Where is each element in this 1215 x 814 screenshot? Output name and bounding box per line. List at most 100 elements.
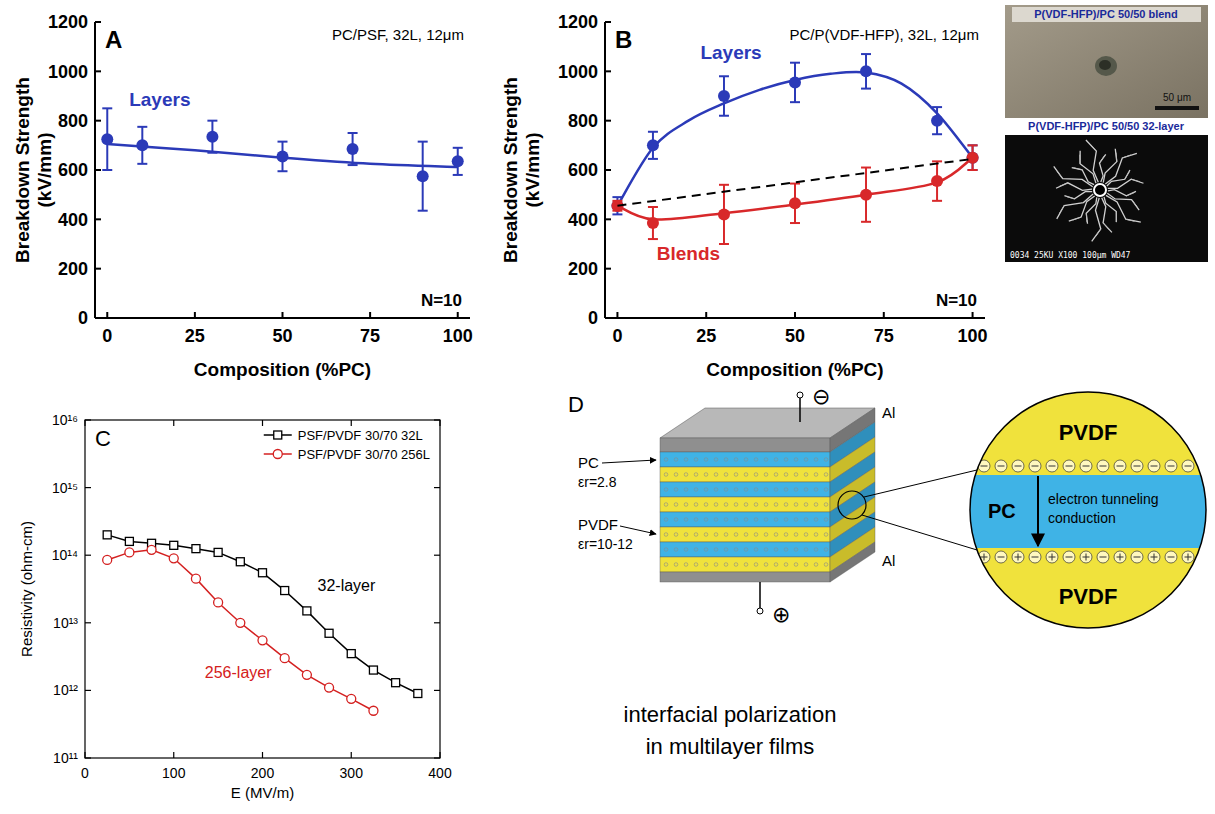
dipole-dot <box>714 548 718 552</box>
tree-twig <box>1099 156 1104 163</box>
error-bar <box>648 207 658 239</box>
charge-sign <box>1168 466 1175 467</box>
zoom-label: PVDF <box>1059 584 1118 609</box>
data-point <box>303 607 311 615</box>
charge-sign <box>1117 466 1124 467</box>
dipole-dot <box>814 563 818 567</box>
tree-twig <box>1057 172 1062 179</box>
series-label: Layers <box>129 89 190 110</box>
layer-front <box>660 512 830 527</box>
error-cap <box>932 160 942 162</box>
dipole-dot <box>804 518 808 522</box>
charge-sign <box>1168 557 1175 558</box>
charge <box>1063 460 1075 472</box>
tree-twig <box>1060 205 1065 213</box>
dipole-dot <box>694 488 698 492</box>
legend-label: PSF/PVDF 30/70 32L <box>298 428 423 443</box>
data-point <box>214 598 223 607</box>
y-tick-label: 800 <box>58 111 88 131</box>
micrographs: P(VDF-HFP)/PC 50/50 blend50 μmP(VDF-HFP)… <box>1005 5 1208 262</box>
panel-letter: B <box>615 26 632 53</box>
error-cap <box>968 144 978 146</box>
x-tick <box>705 312 707 318</box>
error-cap <box>932 106 942 108</box>
x-tick-label: 100 <box>958 326 988 346</box>
dipole-dot <box>694 548 698 552</box>
error-cap <box>648 238 658 240</box>
dipole-dot <box>794 503 798 507</box>
dipole-dot <box>724 518 728 522</box>
error-bar <box>932 107 942 134</box>
error-cap <box>348 164 358 166</box>
y-tick <box>605 218 611 220</box>
y-tick <box>95 169 101 171</box>
data-point <box>789 197 801 209</box>
data-point <box>147 545 156 554</box>
dipole-dot <box>704 503 708 507</box>
x-tick-label: 50 <box>272 326 292 346</box>
error-bar <box>790 63 800 102</box>
zoom-spot <box>838 491 866 519</box>
error-cap <box>648 131 658 133</box>
x-tick-label: 300 <box>340 765 364 781</box>
charge <box>1046 551 1058 563</box>
charge-sign <box>981 466 988 467</box>
x-tick-label: 100 <box>162 765 186 781</box>
legend-marker <box>273 450 282 459</box>
scale-bar <box>1155 106 1199 110</box>
charge-sign <box>998 466 1005 467</box>
dipole-dot <box>714 518 718 522</box>
dipole-dot <box>814 503 818 507</box>
layer-side <box>830 542 875 582</box>
dipole-dot <box>774 518 778 522</box>
data-point <box>281 587 289 595</box>
label-patch <box>1012 7 1201 22</box>
error-cap <box>719 184 729 186</box>
tree-twig <box>1079 155 1080 164</box>
dipole-dot <box>804 458 808 462</box>
error-bar <box>278 142 288 172</box>
y-tick-label: 200 <box>568 259 598 279</box>
data-point <box>417 170 429 182</box>
tree-branch <box>1072 168 1094 185</box>
charge-sign <box>1015 466 1022 467</box>
data-point <box>302 670 311 679</box>
terminal-wire <box>759 582 761 608</box>
dipole-dot <box>684 458 688 462</box>
dipole-dot <box>734 458 738 462</box>
tree-twig <box>1125 172 1130 180</box>
dipole-dot <box>674 518 678 522</box>
dipole-dot <box>784 458 788 462</box>
charge-sign <box>1188 554 1189 561</box>
x-axis-title: Composition (%PC) <box>706 359 883 380</box>
charge <box>1080 460 1092 472</box>
error-cap <box>207 152 217 154</box>
data-point <box>280 654 289 663</box>
data-point <box>277 150 289 162</box>
dipole-dot <box>774 458 778 462</box>
dipole-dot <box>714 563 718 567</box>
mechanism-label: electron tunneling <box>1048 491 1159 507</box>
x-tick <box>794 312 796 318</box>
photo-label: P(VDF-HFP)/PC 50/50 32-layer <box>1028 120 1185 132</box>
y-tick-label: 1000 <box>558 62 598 82</box>
y-tick <box>605 120 611 122</box>
pointer <box>620 526 656 534</box>
x-tick-label: 400 <box>428 765 452 781</box>
dipole-dot <box>704 548 708 552</box>
data-point <box>392 679 400 687</box>
dipole-dot <box>754 563 758 567</box>
dipole-dot <box>664 458 668 462</box>
tree-twig <box>1122 155 1130 158</box>
dipole-dot <box>804 533 808 537</box>
tree-branch <box>1069 196 1095 221</box>
charge <box>1114 460 1126 472</box>
charge <box>1097 551 1109 563</box>
data-point <box>931 115 943 127</box>
x-tick <box>282 312 284 318</box>
y-tick-label: 800 <box>568 111 598 131</box>
tree-twig <box>1103 223 1109 230</box>
dipole-dot <box>734 503 738 507</box>
dipole-dot <box>724 488 728 492</box>
error-cap <box>790 101 800 103</box>
